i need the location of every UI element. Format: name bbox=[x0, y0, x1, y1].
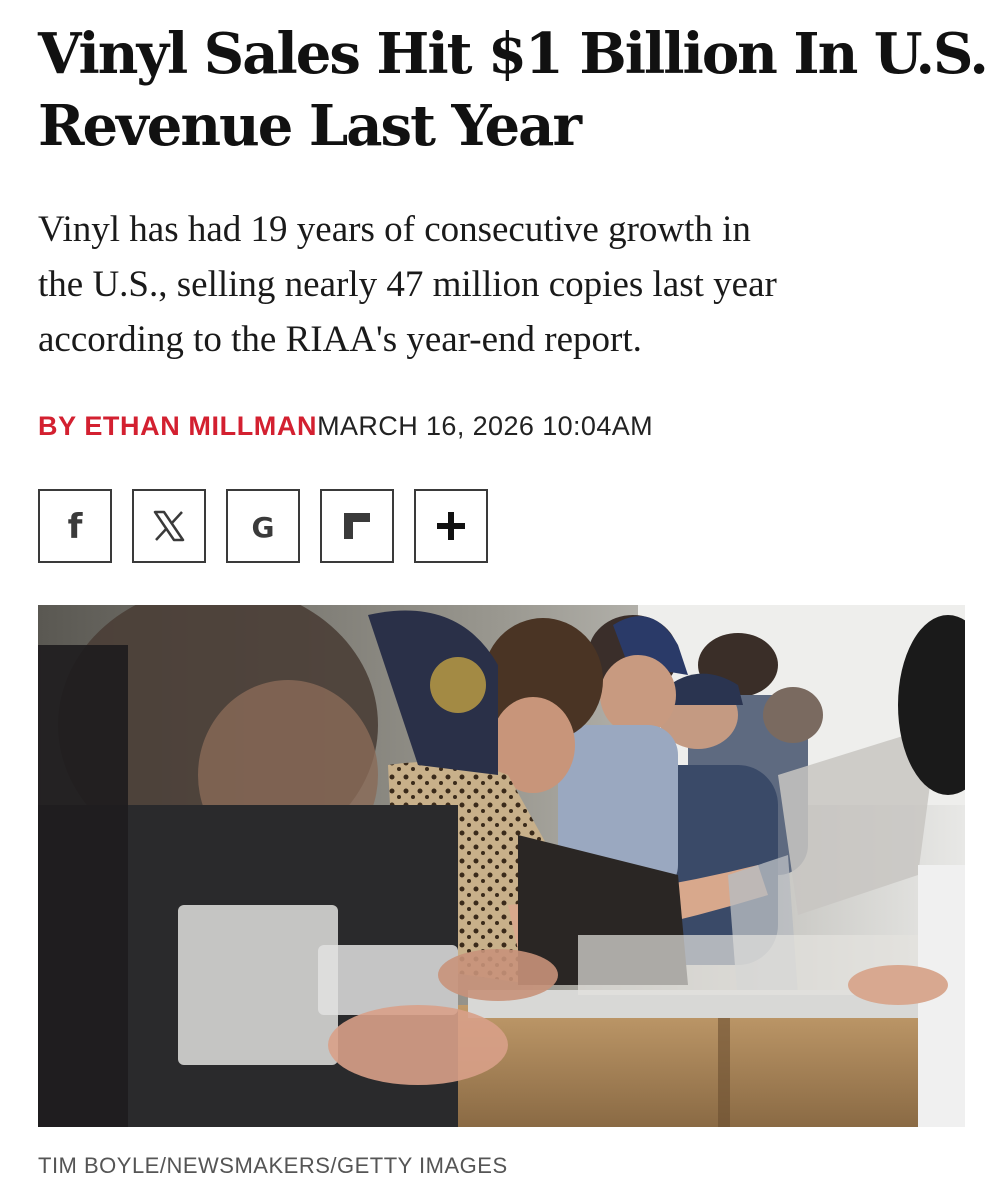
facebook-share-button[interactable]: f bbox=[38, 489, 112, 563]
headline-line-2: Revenue Last Year bbox=[38, 93, 582, 159]
photo-credit: TIM BOYLE/NEWSMAKERS/GETTY IMAGES bbox=[38, 1153, 508, 1178]
facebook-icon: f bbox=[68, 507, 84, 546]
plus-icon bbox=[437, 512, 465, 540]
flipboard-icon bbox=[344, 513, 370, 539]
article-hero-image bbox=[38, 605, 965, 1127]
more-share-button[interactable] bbox=[414, 489, 488, 563]
headline: Vinyl Sales Hit $1 Billion In U.S. Reven… bbox=[38, 18, 989, 162]
article-subheading: Vinyl has had 19 years of consecutive gr… bbox=[38, 202, 978, 367]
publish-datetime: MARCH 16, 2026 10:04AM bbox=[317, 411, 654, 441]
svg-text:G: G bbox=[252, 511, 275, 544]
byline: BY ETHAN MILLMANMARCH 16, 2026 10:04AM bbox=[38, 408, 653, 444]
headline-line-1: Vinyl Sales Hit $1 Billion In U.S. bbox=[38, 21, 989, 87]
dek-line-3: according to the RIAA's year-end report. bbox=[38, 319, 642, 360]
x-logo-icon bbox=[153, 510, 185, 542]
share-buttons: f G bbox=[38, 489, 488, 563]
x-share-button[interactable] bbox=[132, 489, 206, 563]
dek-line-2: the U.S., selling nearly 47 million copi… bbox=[38, 264, 777, 305]
dek-line-1: Vinyl has had 19 years of consecutive gr… bbox=[38, 209, 751, 250]
flipboard-share-button[interactable] bbox=[320, 489, 394, 563]
svg-text:f: f bbox=[68, 507, 84, 546]
google-icon: G bbox=[252, 511, 275, 544]
photo-of-people-browsing-vinyl-records bbox=[38, 605, 965, 1127]
google-share-button[interactable]: G bbox=[226, 489, 300, 563]
author-link[interactable]: BY ETHAN MILLMAN bbox=[38, 411, 318, 441]
